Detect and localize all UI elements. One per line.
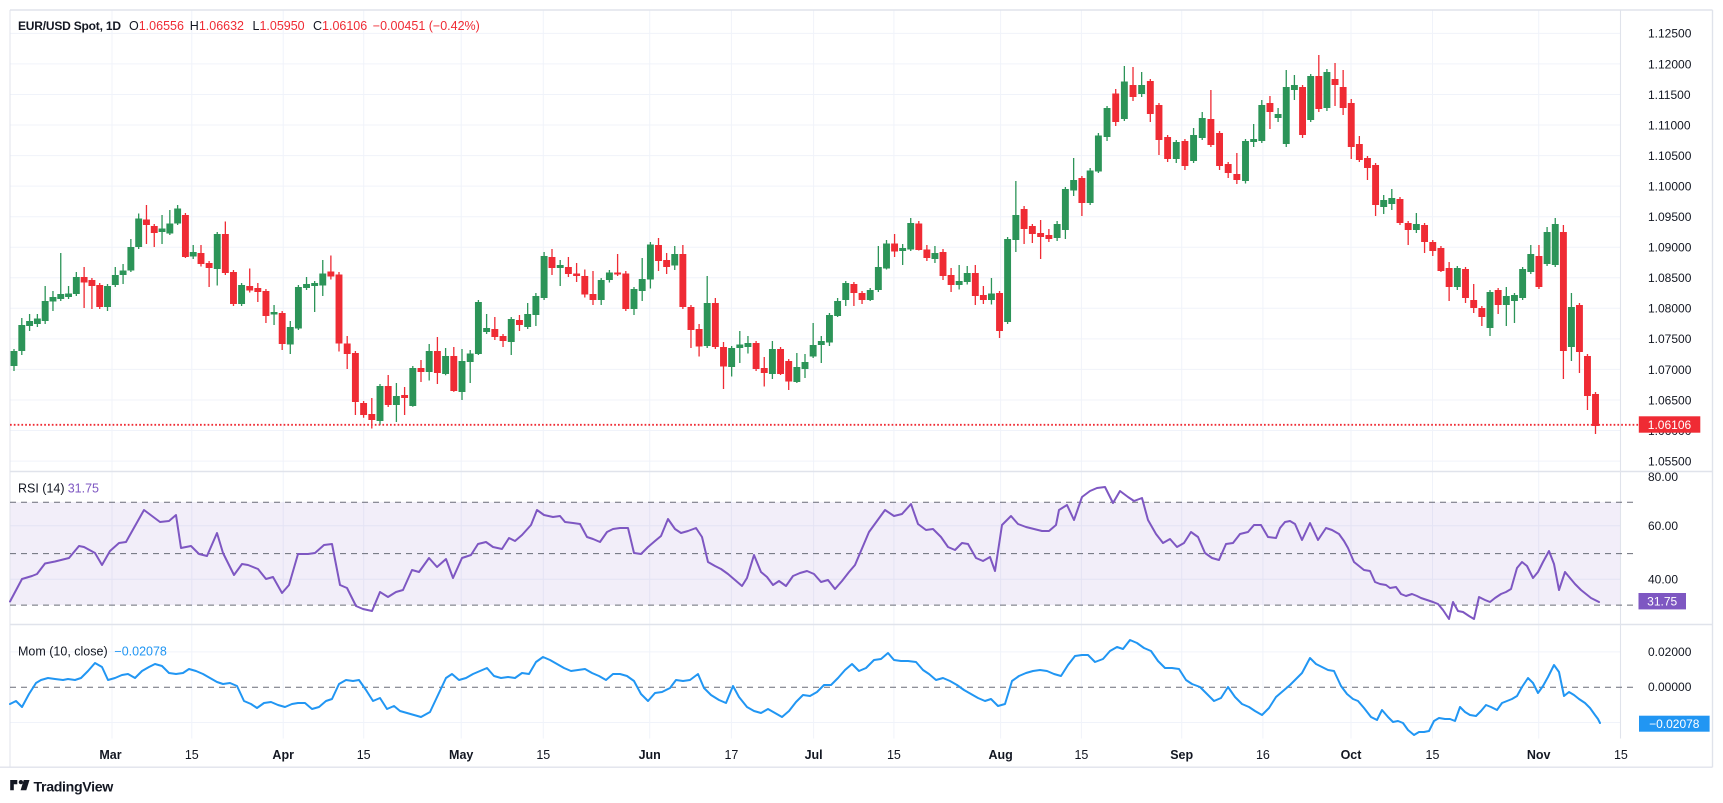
svg-text:1.06106: 1.06106 bbox=[1648, 418, 1692, 432]
svg-text:Jul: Jul bbox=[805, 748, 823, 762]
svg-text:Apr: Apr bbox=[272, 748, 294, 762]
svg-text:Nov: Nov bbox=[1527, 748, 1551, 762]
svg-text:16: 16 bbox=[1256, 748, 1270, 762]
svg-text:H1.06632: H1.06632 bbox=[190, 19, 244, 33]
svg-text:15: 15 bbox=[536, 748, 550, 762]
svg-text:1.06500: 1.06500 bbox=[1648, 393, 1692, 407]
svg-text:40.00: 40.00 bbox=[1648, 573, 1678, 587]
svg-text:1.12500: 1.12500 bbox=[1648, 27, 1692, 41]
svg-text:O1.06556: O1.06556 bbox=[129, 19, 184, 33]
svg-text:0.02000: 0.02000 bbox=[1648, 645, 1692, 659]
svg-text:May: May bbox=[449, 748, 473, 762]
svg-text:Mar: Mar bbox=[99, 748, 121, 762]
svg-text:17: 17 bbox=[724, 748, 738, 762]
svg-text:15: 15 bbox=[1614, 748, 1628, 762]
svg-text:−0.02078: −0.02078 bbox=[1649, 717, 1700, 731]
svg-text:Mom (10, close) −0.02078: Mom (10, close) −0.02078 bbox=[18, 644, 167, 658]
svg-text:1.11000: 1.11000 bbox=[1648, 118, 1691, 132]
svg-text:C1.06106: C1.06106 bbox=[313, 19, 367, 33]
svg-text:60.00: 60.00 bbox=[1648, 519, 1678, 533]
svg-text:1.10500: 1.10500 bbox=[1648, 149, 1692, 163]
svg-text:TradingView: TradingView bbox=[34, 780, 115, 796]
svg-text:1.08000: 1.08000 bbox=[1648, 302, 1692, 316]
svg-text:1.05500: 1.05500 bbox=[1648, 454, 1692, 468]
svg-text:15: 15 bbox=[185, 748, 199, 762]
svg-text:1.07000: 1.07000 bbox=[1648, 363, 1692, 377]
svg-text:1.08500: 1.08500 bbox=[1648, 271, 1692, 285]
svg-text:1.12000: 1.12000 bbox=[1648, 57, 1692, 71]
svg-text:1.11500: 1.11500 bbox=[1648, 88, 1691, 102]
svg-text:1.10000: 1.10000 bbox=[1648, 179, 1692, 193]
svg-text:15: 15 bbox=[887, 748, 901, 762]
svg-text:Aug: Aug bbox=[988, 748, 1012, 762]
svg-text:15: 15 bbox=[1074, 748, 1088, 762]
svg-text:15: 15 bbox=[357, 748, 371, 762]
svg-text:RSI (14) 31.75: RSI (14) 31.75 bbox=[18, 482, 99, 496]
svg-text:L1.05950: L1.05950 bbox=[253, 19, 305, 33]
svg-text:1.07500: 1.07500 bbox=[1648, 332, 1692, 346]
svg-text:80.00: 80.00 bbox=[1648, 470, 1678, 484]
svg-text:1.09500: 1.09500 bbox=[1648, 210, 1692, 224]
svg-text:EUR/USD Spot, 1D: EUR/USD Spot, 1D bbox=[18, 19, 121, 33]
svg-text:−0.00451 (−0.42%): −0.00451 (−0.42%) bbox=[373, 19, 480, 33]
svg-text:31.75: 31.75 bbox=[1647, 595, 1677, 609]
svg-text:0.00000: 0.00000 bbox=[1648, 680, 1692, 694]
svg-text:Sep: Sep bbox=[1170, 748, 1193, 762]
svg-text:15: 15 bbox=[1426, 748, 1440, 762]
svg-text:Jun: Jun bbox=[639, 748, 661, 762]
svg-text:1.09000: 1.09000 bbox=[1648, 241, 1692, 255]
svg-text:Oct: Oct bbox=[1341, 748, 1363, 762]
